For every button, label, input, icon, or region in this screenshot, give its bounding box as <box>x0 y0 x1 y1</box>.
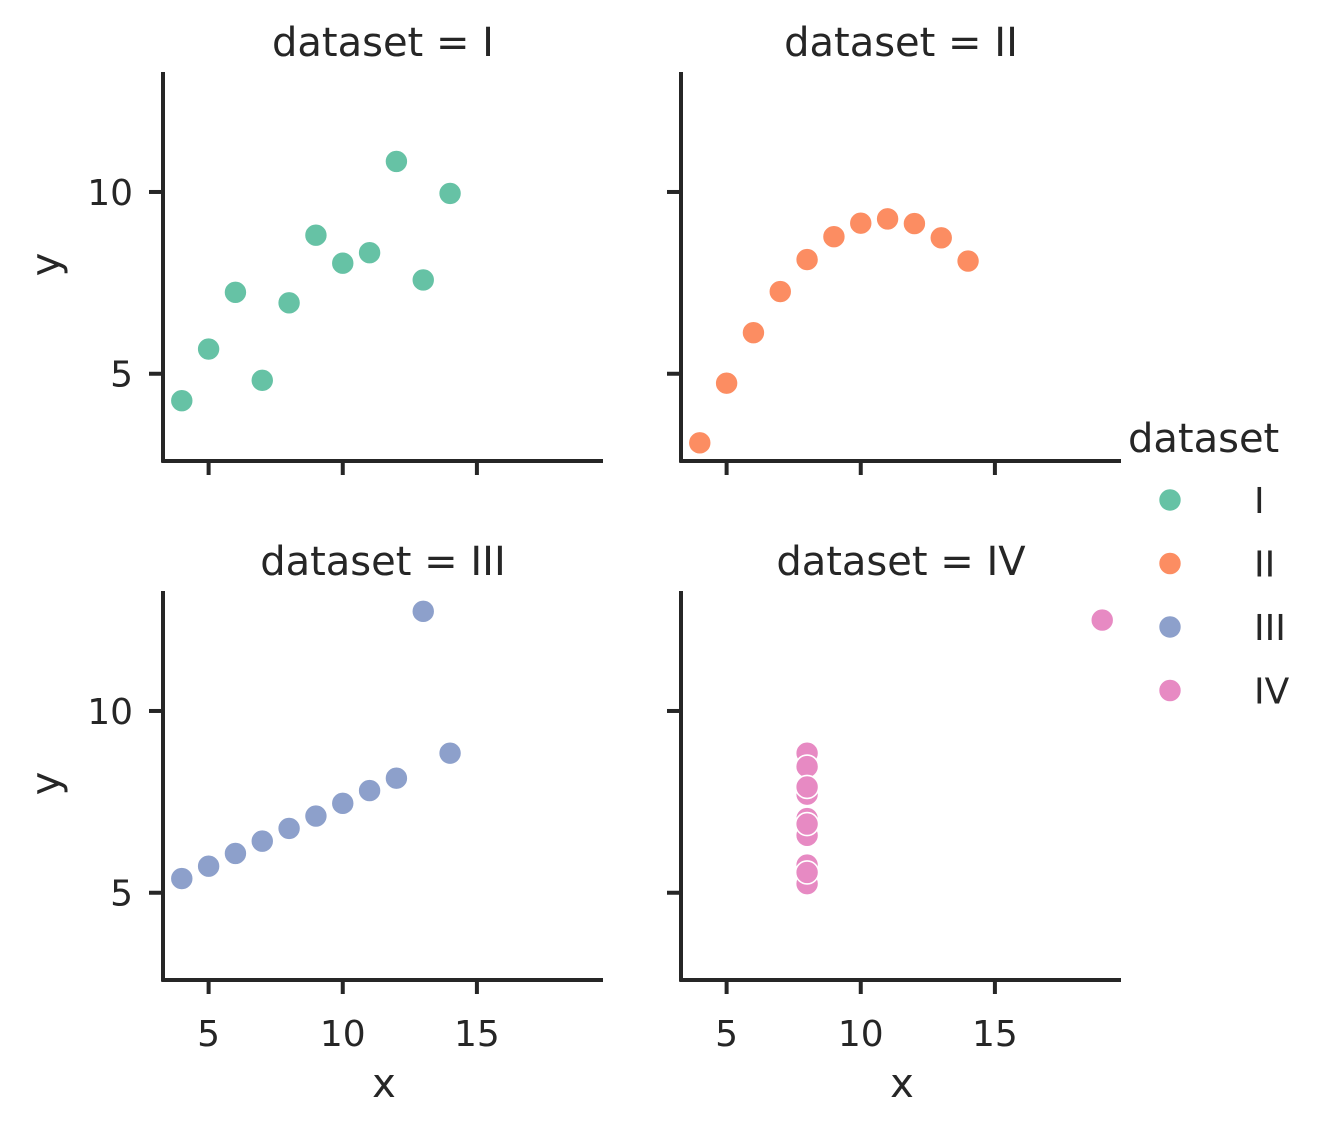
data-point <box>384 149 409 174</box>
x-tick-label: 15 <box>972 1014 1018 1055</box>
panel-title: dataset = I <box>272 20 494 66</box>
legend-label: I <box>1254 481 1265 522</box>
y-tick-label: 5 <box>110 874 133 915</box>
data-point <box>902 211 927 236</box>
data-point <box>249 367 275 393</box>
data-point <box>330 791 356 816</box>
facet-panel-IV: dataset = IV 5 10 15 x <box>667 539 1121 1107</box>
legend-marker <box>1157 614 1183 640</box>
x-tick-label: 10 <box>320 1014 366 1055</box>
data-point <box>437 740 463 766</box>
y-axis-label: y <box>23 772 69 796</box>
data-point <box>741 320 766 345</box>
data-point <box>714 370 739 396</box>
legend-label: II <box>1254 545 1275 586</box>
data-point <box>223 841 248 866</box>
data-point <box>196 336 221 362</box>
x-tick-label: 5 <box>715 1014 738 1055</box>
facet-panel-I: dataset = I 5 10 y <box>23 20 603 475</box>
data-point <box>1089 607 1115 633</box>
data-point <box>794 811 820 837</box>
legend-title: dataset <box>1128 416 1279 462</box>
x-axis-label: x <box>372 1061 396 1107</box>
y-axis-label: y <box>23 253 69 277</box>
data-point <box>794 860 820 885</box>
data-point <box>794 774 820 800</box>
data-point <box>410 267 436 293</box>
y-tick-label: 10 <box>87 692 133 733</box>
data-point <box>794 247 820 272</box>
data-point <box>357 778 382 803</box>
legend-label: IV <box>1254 672 1290 713</box>
legend-marker <box>1157 678 1183 703</box>
data-point <box>249 828 275 854</box>
data-point <box>848 210 874 236</box>
data-point <box>437 181 463 206</box>
data-point <box>303 803 329 829</box>
data-point <box>276 290 302 316</box>
data-point <box>875 206 900 232</box>
data-point <box>794 754 820 779</box>
legend-label: III <box>1254 608 1286 649</box>
data-point <box>955 248 981 274</box>
data-point <box>223 280 248 305</box>
data-point <box>303 222 329 248</box>
panel-title: dataset = II <box>784 20 1018 66</box>
data-point <box>169 388 195 413</box>
data-point <box>821 224 847 249</box>
data-point <box>357 240 382 265</box>
y-tick-label: 10 <box>87 173 133 214</box>
data-point <box>330 250 356 276</box>
data-point <box>384 765 409 791</box>
data-point <box>928 225 954 251</box>
legend-marker <box>1157 487 1183 513</box>
data-point <box>196 853 221 879</box>
facet-panel-II: dataset = II <box>667 20 1121 475</box>
data-point <box>767 279 793 304</box>
data-point <box>276 816 302 841</box>
x-tick-label: 10 <box>838 1014 884 1055</box>
x-tick-label: 5 <box>197 1014 220 1055</box>
data-point <box>169 866 195 891</box>
x-axis-label: x <box>890 1061 914 1107</box>
data-point <box>410 599 436 624</box>
x-tick-label: 15 <box>454 1014 500 1055</box>
legend-marker <box>1157 551 1183 576</box>
y-tick-label: 5 <box>110 355 133 396</box>
panel-title: dataset = IV <box>776 539 1026 585</box>
panel-title: dataset = III <box>260 539 506 585</box>
data-point <box>687 430 713 456</box>
